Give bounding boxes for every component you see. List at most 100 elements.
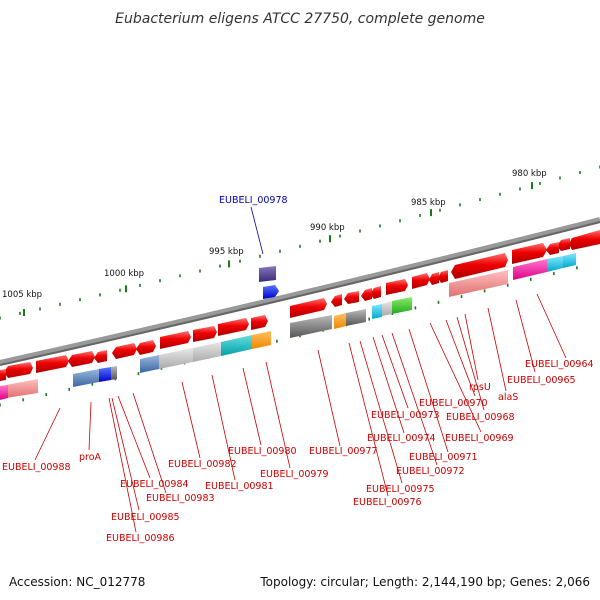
gene-label[interactable]: EUBELI_00980 <box>228 446 297 457</box>
gene-arrow[interactable] <box>451 253 508 279</box>
gene-arrow[interactable] <box>331 294 342 307</box>
feature-box[interactable] <box>563 253 576 268</box>
minor-tick <box>239 259 241 263</box>
minor-tick <box>159 279 161 283</box>
leader-line <box>391 332 438 466</box>
feature-box[interactable] <box>547 256 563 272</box>
leader-line <box>88 401 92 451</box>
feature-box[interactable] <box>382 301 392 316</box>
gene-label[interactable]: rpsU <box>469 382 491 393</box>
gene-arrow[interactable] <box>546 242 559 255</box>
gene-label[interactable]: EUBELI_00964 <box>525 359 594 370</box>
minor-tick <box>22 398 24 402</box>
minor-tick <box>379 224 381 228</box>
leader-line <box>515 299 536 373</box>
feature-box[interactable] <box>372 304 382 319</box>
kbp-labels: 980 kbp 985 kbp 990 kbp 995 kbp 1000 kbp… <box>2 169 547 300</box>
gene-arrow[interactable] <box>361 288 372 301</box>
highlighted-gene-group: EUBELI_00978 <box>219 195 288 299</box>
gene-label[interactable]: EUBELI_00988 <box>2 462 71 473</box>
leader-line <box>265 361 291 469</box>
gene-label[interactable]: EUBELI_00983 <box>146 493 215 504</box>
gene-arrow[interactable] <box>36 355 69 373</box>
minor-tick <box>579 171 581 174</box>
major-tick <box>23 309 25 316</box>
gene-arrow[interactable] <box>160 331 191 349</box>
gene-label[interactable]: EUBELI_00969 <box>445 433 514 444</box>
gene-label[interactable]: EUBELI_00973 <box>371 410 440 421</box>
gene-arrow[interactable] <box>218 318 249 336</box>
gene-label[interactable]: EUBELI_00974 <box>367 433 436 444</box>
kbp-label-1005: 1005 kbp <box>2 290 42 300</box>
major-tick <box>125 285 127 293</box>
gene-arrow[interactable] <box>429 272 439 285</box>
leader-line <box>536 293 567 359</box>
gene-arrow[interactable] <box>4 362 33 378</box>
feature-box[interactable] <box>73 369 99 387</box>
minor-tick <box>199 269 201 273</box>
feature-box[interactable] <box>0 385 8 400</box>
gene-label[interactable]: EUBELI_00972 <box>396 466 465 477</box>
feature-box[interactable] <box>252 331 271 349</box>
gene-arrow[interactable] <box>94 350 107 363</box>
feature-box[interactable] <box>392 297 412 314</box>
gene-label[interactable]: EUBELI_00986 <box>106 533 175 544</box>
feature-box[interactable] <box>111 366 117 380</box>
map-title: Eubacterium eligens ATCC 27750, complete… <box>115 11 485 27</box>
highlighted-gene-box[interactable] <box>259 266 276 282</box>
gene-label[interactable]: EUBELI_00970 <box>419 398 488 409</box>
gene-arrow[interactable] <box>290 298 327 318</box>
gene-arrow[interactable] <box>136 340 156 355</box>
gene-arrow[interactable] <box>68 351 95 367</box>
gene-arrow[interactable] <box>112 343 137 359</box>
minor-tick <box>530 277 532 281</box>
feature-box[interactable] <box>513 259 547 280</box>
gene-arrow[interactable] <box>370 286 381 299</box>
gene-label[interactable]: EUBELI_00971 <box>409 452 478 463</box>
minor-tick <box>79 298 81 302</box>
feature-box[interactable] <box>221 335 252 356</box>
feature-box[interactable] <box>346 309 366 326</box>
gene-arrow[interactable] <box>569 230 600 250</box>
gene-label[interactable]: EUBELI_00981 <box>205 481 274 492</box>
gene-label[interactable]: EUBELI_00979 <box>260 469 329 480</box>
gene-label[interactable]: alaS <box>498 392 518 403</box>
highlighted-gene-arrow[interactable] <box>263 285 279 299</box>
gene-arrow[interactable] <box>251 315 268 330</box>
leader-line <box>132 392 167 494</box>
feature-box[interactable] <box>6 379 38 398</box>
feature-box[interactable] <box>449 270 508 297</box>
feature-box[interactable] <box>99 367 111 382</box>
gene-label[interactable]: EUBELI_00968 <box>446 412 515 423</box>
gene-label[interactable]: EUBELI_00984 <box>120 479 189 490</box>
gene-arrow[interactable] <box>412 273 430 289</box>
feature-box[interactable] <box>193 342 221 362</box>
gene-arrow[interactable] <box>344 291 359 304</box>
gene-label[interactable]: EUBELI_00985 <box>111 512 180 523</box>
gene-label[interactable]: EUBELI_00976 <box>353 497 422 508</box>
gene-arrow[interactable] <box>438 270 448 283</box>
kbp-label-990: 990 kbp <box>310 223 345 233</box>
minor-tick <box>259 254 261 258</box>
feature-box[interactable] <box>140 355 159 373</box>
feature-box[interactable] <box>290 315 332 338</box>
minor-tick <box>319 239 321 243</box>
gene-arrow[interactable] <box>557 238 570 251</box>
gene-arrow[interactable] <box>512 243 547 264</box>
gene-label[interactable]: proA <box>79 452 102 463</box>
leader-line <box>117 395 151 479</box>
gene-arrow[interactable] <box>0 369 6 381</box>
feature-box[interactable] <box>159 348 193 369</box>
gene-label[interactable]: EUBELI_00977 <box>309 446 378 457</box>
gene-arrow[interactable] <box>193 326 217 342</box>
highlighted-gene-label[interactable]: EUBELI_00978 <box>219 195 288 206</box>
feature-box[interactable] <box>334 313 346 329</box>
minor-tick <box>99 293 101 297</box>
gene-arrow[interactable] <box>386 279 408 295</box>
gene-label[interactable]: EUBELI_00975 <box>366 484 435 495</box>
leader-line <box>456 316 485 411</box>
accession-text: Accession: NC_012778 <box>9 575 145 589</box>
gene-label[interactable]: EUBELI_00982 <box>168 459 237 470</box>
annotation-row <box>0 253 576 400</box>
gene-label[interactable]: EUBELI_00965 <box>507 375 576 386</box>
